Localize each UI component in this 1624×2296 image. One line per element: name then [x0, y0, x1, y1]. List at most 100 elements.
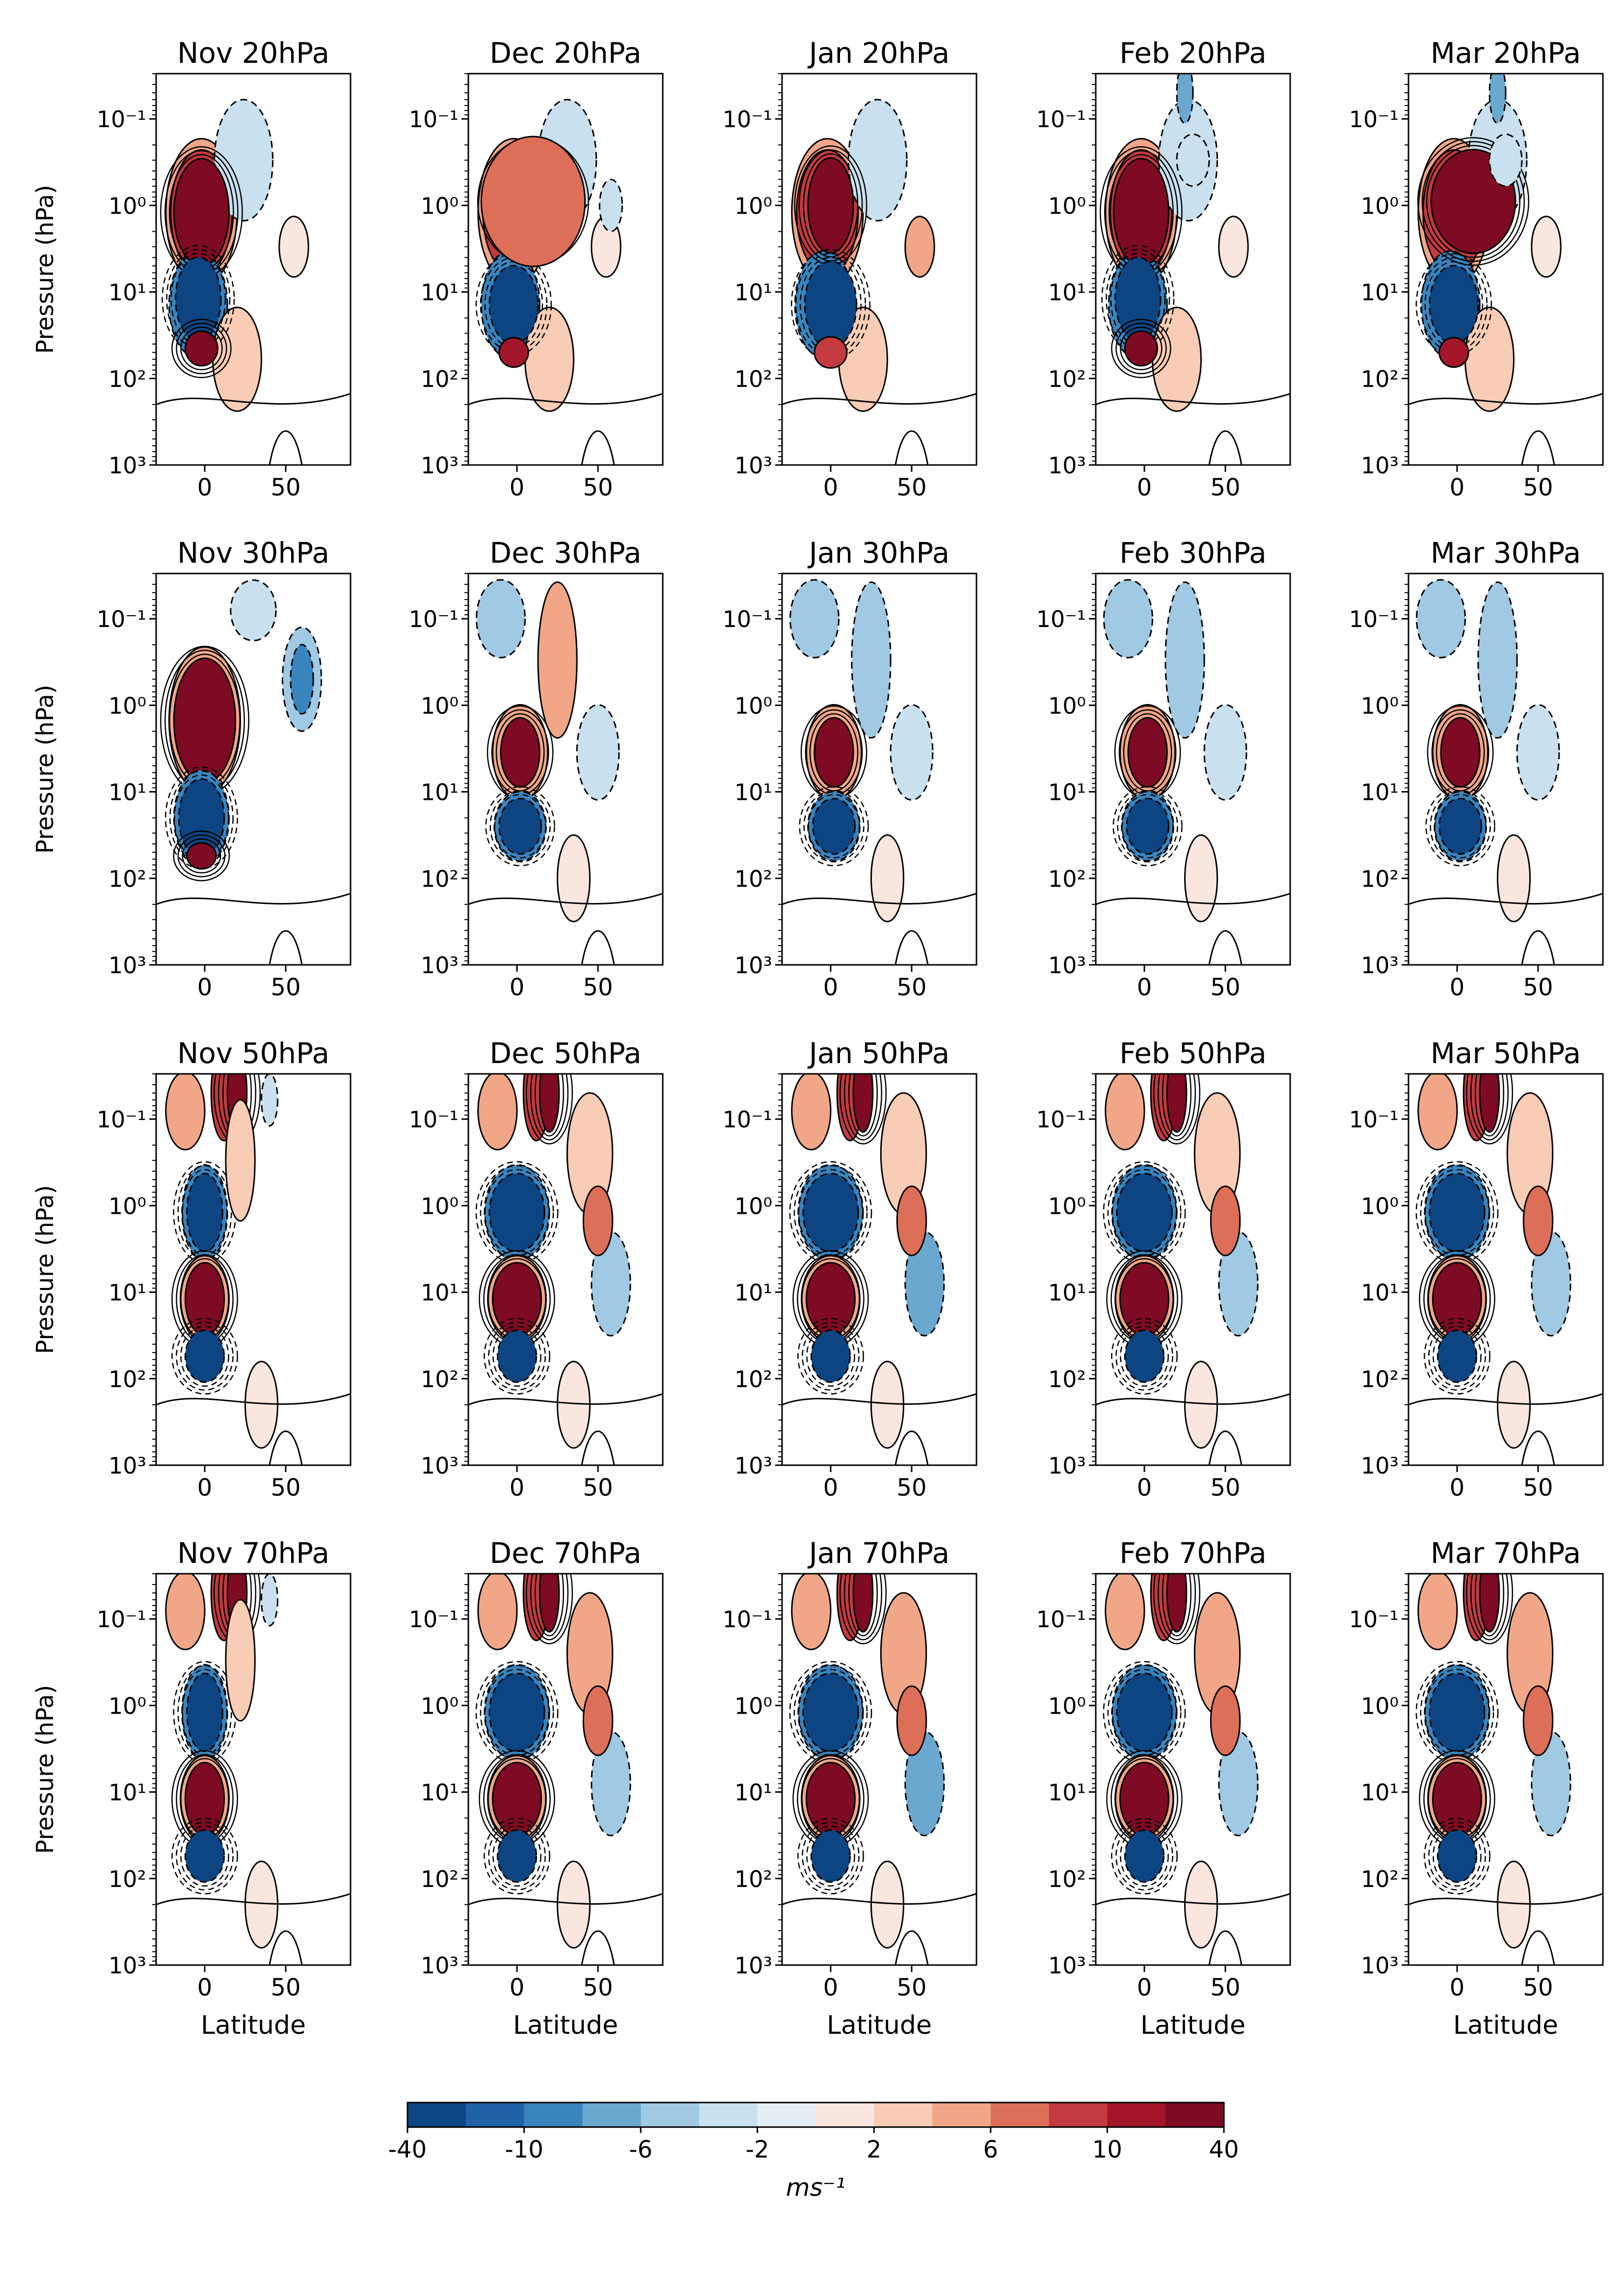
y-tick-label: 10²: [734, 866, 772, 892]
panel: Feb 30hPa 0 50 10⁻¹ 10⁰ 10¹ 10² 10³: [1036, 536, 1291, 1001]
contour-line: [1489, 133, 1523, 187]
panel-title: Feb 50hPa: [1119, 1037, 1267, 1070]
axes-frame: [467, 1573, 664, 1966]
contour-line: [809, 713, 859, 792]
contour-line: [1107, 1165, 1182, 1260]
panel-title: Dec 20hPa: [489, 36, 641, 70]
x-tick-label: 50: [896, 1974, 926, 2001]
y-tick-label: 10⁰: [1361, 692, 1399, 719]
contour-line: [1096, 1893, 1290, 1906]
contour-line: [812, 797, 856, 855]
contour-line: [498, 797, 542, 855]
x-axis-label: Latitude: [201, 2011, 306, 2040]
contour-line: [1420, 1165, 1494, 1260]
x-tick-label: 0: [510, 1974, 525, 2001]
contour-fill-cell: [567, 1592, 613, 1714]
contour-line: [1096, 893, 1290, 905]
contour-line: [1111, 1817, 1178, 1895]
contour-field: [156, 574, 351, 965]
contour-line: [1440, 717, 1481, 788]
contour-fill-cell: [290, 644, 314, 714]
contour-line: [1218, 1731, 1259, 1836]
y-tick-label: 10⁻¹: [1036, 1606, 1086, 1633]
contour-line: [848, 1574, 878, 1637]
y-tick-label: 10³: [734, 952, 772, 979]
contour-fill-cell: [851, 582, 891, 738]
contour-fill-cell: [839, 307, 888, 411]
contour-line: [852, 1574, 874, 1633]
contour-line: [1162, 1574, 1192, 1637]
contour-line: [173, 774, 229, 862]
y-tick-label: 10²: [108, 1866, 146, 1892]
colorbar-swatch: [1107, 2103, 1166, 2127]
contour-line: [1433, 1825, 1482, 1887]
axes-frame: [1095, 1573, 1291, 1966]
y-tick-label: 10¹: [1361, 1779, 1399, 1806]
y-tick-label: 10²: [1361, 1866, 1399, 1892]
contour-fill-cell: [1489, 134, 1522, 187]
y-tick-label: 10⁻¹: [723, 1606, 772, 1633]
colorbar-frame: [406, 2102, 1225, 2128]
y-tick-label: 10³: [421, 952, 459, 979]
contour-line: [1408, 893, 1603, 905]
colorbar: -40 -10 -6 -2 2 6 10 40 ms⁻¹: [388, 2102, 1239, 2202]
x-axis-label: Latitude: [1140, 2011, 1245, 2040]
colorbar-tick-label: 2: [866, 2136, 882, 2163]
contour-line: [537, 581, 578, 739]
y-tick-label: 10¹: [421, 779, 459, 806]
contour-fill-cell: [261, 1574, 278, 1626]
contour-line: [1424, 261, 1484, 348]
panel: Nov 50hPa 0 50 10⁻¹ 10⁰ 10¹ 10² 10³ Pressure (hP…: [31, 1037, 352, 1502]
contour-line: [1424, 1317, 1490, 1395]
colorbar-swatch: [757, 2103, 816, 2127]
contour-line: [1408, 1893, 1603, 1906]
x-tick-label: 0: [510, 474, 525, 501]
contour-field: [156, 1574, 351, 1965]
contour-line: [802, 1173, 859, 1253]
contour-line: [1105, 1074, 1145, 1150]
contour-line: [799, 786, 869, 867]
contour-line: [1465, 1074, 1514, 1145]
contour-line: [168, 250, 228, 359]
contour-fill-cell: [557, 1361, 590, 1448]
contour-fill-cell: [187, 843, 217, 869]
contour-line: [1474, 1074, 1505, 1137]
y-tick-label: 10³: [1361, 952, 1399, 979]
contour-line: [1208, 1430, 1243, 1465]
y-tick-label: 10⁻¹: [1349, 606, 1399, 632]
x-tick-label: 50: [1523, 474, 1553, 501]
axes-frame: [1407, 73, 1604, 466]
y-tick-label: 10⁰: [734, 1693, 772, 1719]
contour-fill-cell: [1480, 1574, 1499, 1632]
contour-fill-cell: [1433, 1262, 1482, 1336]
axes-frame: [781, 1573, 977, 1966]
contour-line: [1124, 330, 1158, 367]
x-tick-label: 0: [823, 974, 839, 1001]
contour-fill-cell: [489, 266, 538, 344]
contour-line: [1184, 834, 1218, 923]
contour-line: [795, 252, 866, 356]
y-tick-label: 10²: [421, 1366, 459, 1393]
contour-line: [1424, 1817, 1490, 1895]
panel-title: Dec 30hPa: [489, 536, 641, 570]
colorbar-swatch: [1049, 2103, 1108, 2127]
contour-line: [1096, 393, 1290, 406]
y-tick-label: 10²: [108, 866, 146, 892]
contour-fill-cell: [1116, 1174, 1172, 1252]
contour-line: [813, 717, 854, 788]
contour-line: [1522, 1185, 1554, 1257]
contour-line: [806, 1325, 855, 1387]
panel-title: Mar 50hPa: [1431, 1037, 1581, 1070]
contour-fill-cell: [1194, 1093, 1240, 1214]
y-tick-label: 10⁰: [1048, 1193, 1086, 1219]
contour-line: [843, 1074, 883, 1141]
colorbar-swatch: [641, 2103, 700, 2127]
contour-fill-cell: [905, 1231, 944, 1336]
contour-fill-cell: [1497, 1861, 1530, 1948]
contour-line: [1438, 797, 1482, 855]
contour-line: [184, 330, 218, 367]
contour-line: [1434, 794, 1487, 859]
contour-line: [1438, 337, 1469, 368]
contour-field: [782, 574, 976, 965]
